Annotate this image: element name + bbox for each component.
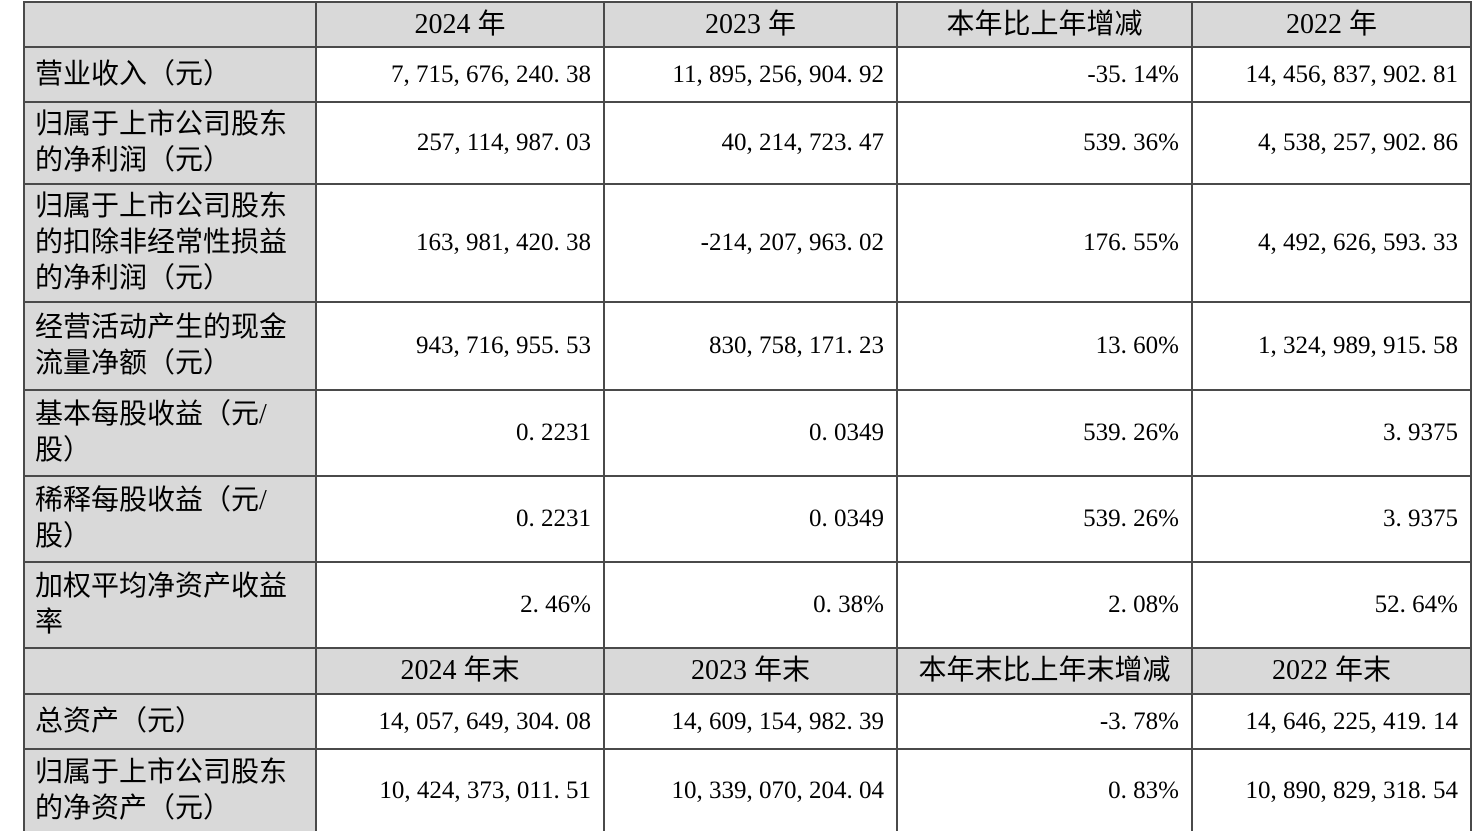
- metric-value: -214, 207, 963. 02: [603, 183, 898, 303]
- metric-value: 2. 46%: [315, 561, 605, 649]
- metric-value: -35. 14%: [896, 46, 1193, 103]
- metric-value: 14, 646, 225, 419. 14: [1191, 693, 1472, 750]
- data-row: 基本每股收益（元/股） 0. 2231 0. 0349 539. 26% 3. 9375: [23, 389, 1472, 477]
- metric-value: 11, 895, 256, 904. 92: [603, 46, 898, 103]
- metric-value: 539. 36%: [896, 101, 1193, 185]
- metric-value: 0. 38%: [603, 561, 898, 649]
- metric-value: 10, 890, 829, 318. 54: [1191, 748, 1472, 831]
- metric-value: 1, 324, 989, 915. 58: [1191, 301, 1472, 391]
- metric-value: 52. 64%: [1191, 561, 1472, 649]
- data-row: 归属于上市公司股东的净资产（元） 10, 424, 373, 011. 51 10,…: [23, 748, 1472, 831]
- year-header-cell: 2024 年: [315, 1, 605, 48]
- year-header-cell: 2022 年末: [1191, 647, 1472, 695]
- metric-value: 257, 114, 987. 03: [315, 101, 605, 185]
- metric-value: 2. 08%: [896, 561, 1193, 649]
- metric-label: 归属于上市公司股东的扣除非经常性损益的净利润（元）: [23, 183, 317, 303]
- metric-value: 0. 0349: [603, 389, 898, 477]
- metric-value: 539. 26%: [896, 389, 1193, 477]
- metric-label: 营业收入（元）: [23, 46, 317, 103]
- year-header-cell: 2023 年: [603, 1, 898, 48]
- data-row: 总资产（元） 14, 057, 649, 304. 08 14, 609, 154,…: [23, 693, 1472, 750]
- metric-value: 14, 057, 649, 304. 08: [315, 693, 605, 750]
- year-header-cell: 2022 年: [1191, 1, 1472, 48]
- metric-label: 基本每股收益（元/股）: [23, 389, 317, 477]
- metric-value: 943, 716, 955. 53: [315, 301, 605, 391]
- year-header-cell: 2023 年末: [603, 647, 898, 695]
- metric-value: 40, 214, 723. 47: [603, 101, 898, 185]
- metric-label: 稀释每股收益（元/股）: [23, 475, 317, 563]
- metric-value: 0. 83%: [896, 748, 1193, 831]
- metric-value: 830, 758, 171. 23: [603, 301, 898, 391]
- metric-value: 14, 609, 154, 982. 39: [603, 693, 898, 750]
- data-row: 归属于上市公司股东的扣除非经常性损益的净利润（元） 163, 981, 420. …: [23, 183, 1472, 303]
- year-header-cell: 本年末比上年末增减: [896, 647, 1193, 695]
- financial-summary-table: 2024 年 2023 年本年比上年增减 2022 年营业收入（元） 7, 715, …: [23, 1, 1472, 831]
- corner-cell: [23, 647, 317, 695]
- metric-label: 加权平均净资产收益率: [23, 561, 317, 649]
- metric-value: 13. 60%: [896, 301, 1193, 391]
- header-row: 2024 年 2023 年本年比上年增减 2022 年: [23, 1, 1472, 48]
- metric-label: 归属于上市公司股东的净资产（元）: [23, 748, 317, 831]
- data-row: 加权平均净资产收益率 2. 46% 0. 38% 2. 08% 52. 64%: [23, 561, 1472, 649]
- metric-value: 10, 339, 070, 204. 04: [603, 748, 898, 831]
- metric-value: 539. 26%: [896, 475, 1193, 563]
- data-row: 经营活动产生的现金流量净额（元） 943, 716, 955. 53 830, 75…: [23, 301, 1472, 391]
- header-row: 2024 年末 2023 年末 本年末比上年末增减 2022 年末: [23, 647, 1472, 695]
- financial-summary-table-body: 2024 年 2023 年本年比上年增减 2022 年营业收入（元） 7, 715, …: [23, 1, 1472, 831]
- metric-value: -3. 78%: [896, 693, 1193, 750]
- metric-value: 7, 715, 676, 240. 38: [315, 46, 605, 103]
- metric-value: 4, 538, 257, 902. 86: [1191, 101, 1472, 185]
- metric-value: 176. 55%: [896, 183, 1193, 303]
- metric-value: 3. 9375: [1191, 475, 1472, 563]
- metric-value: 0. 2231: [315, 475, 605, 563]
- metric-label: 经营活动产生的现金流量净额（元）: [23, 301, 317, 391]
- year-header-cell: 本年比上年增减: [896, 1, 1193, 48]
- data-row: 稀释每股收益（元/股） 0. 2231 0. 0349 539. 26% 3. 9375: [23, 475, 1472, 563]
- metric-value: 0. 0349: [603, 475, 898, 563]
- metric-value: 4, 492, 626, 593. 33: [1191, 183, 1472, 303]
- metric-value: 10, 424, 373, 011. 51: [315, 748, 605, 831]
- corner-cell: [23, 1, 317, 48]
- metric-value: 0. 2231: [315, 389, 605, 477]
- data-row: 归属于上市公司股东的净利润（元） 257, 114, 987. 03 40, 214…: [23, 101, 1472, 185]
- year-header-cell: 2024 年末: [315, 647, 605, 695]
- metric-label: 归属于上市公司股东的净利润（元）: [23, 101, 317, 185]
- metric-value: 14, 456, 837, 902. 81: [1191, 46, 1472, 103]
- metric-label: 总资产（元）: [23, 693, 317, 750]
- data-row: 营业收入（元） 7, 715, 676, 240. 38 11, 895, 256,…: [23, 46, 1472, 103]
- metric-value: 3. 9375: [1191, 389, 1472, 477]
- metric-value: 163, 981, 420. 38: [315, 183, 605, 303]
